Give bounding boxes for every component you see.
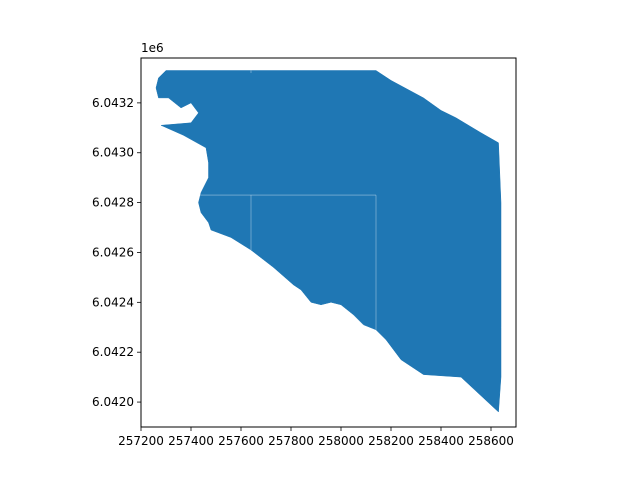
x-tick-label: 257600 [218,434,264,448]
y-tick-label: 6.0428 [92,196,134,210]
region-polygon [155,70,502,413]
x-tick-label: 258400 [418,434,464,448]
x-tick-label: 258200 [368,434,414,448]
x-axis: 257200 257400 257600 257800 258000 258200 2584… [118,427,514,448]
y-tick-label: 6.0424 [92,295,134,309]
x-tick-label: 258600 [468,434,514,448]
y-offset-label: 1e6 [141,41,164,55]
axes-frame [140,57,517,428]
y-tick-label: 6.0422 [92,345,134,359]
y-axis: 6.0420 6.0422 6.0424 6.0426 6.0428 6.0430 6.04… [92,96,141,409]
y-tick-label: 6.0430 [92,146,134,160]
y-tick-label: 6.0426 [92,245,134,259]
plot-area [155,70,502,413]
y-tick-label: 6.0420 [92,395,134,409]
y-tick-label: 6.0432 [92,96,134,110]
x-tick-label: 258000 [318,434,364,448]
x-tick-label: 257200 [118,434,164,448]
x-tick-label: 257800 [268,434,314,448]
x-tick-label: 257400 [168,434,214,448]
